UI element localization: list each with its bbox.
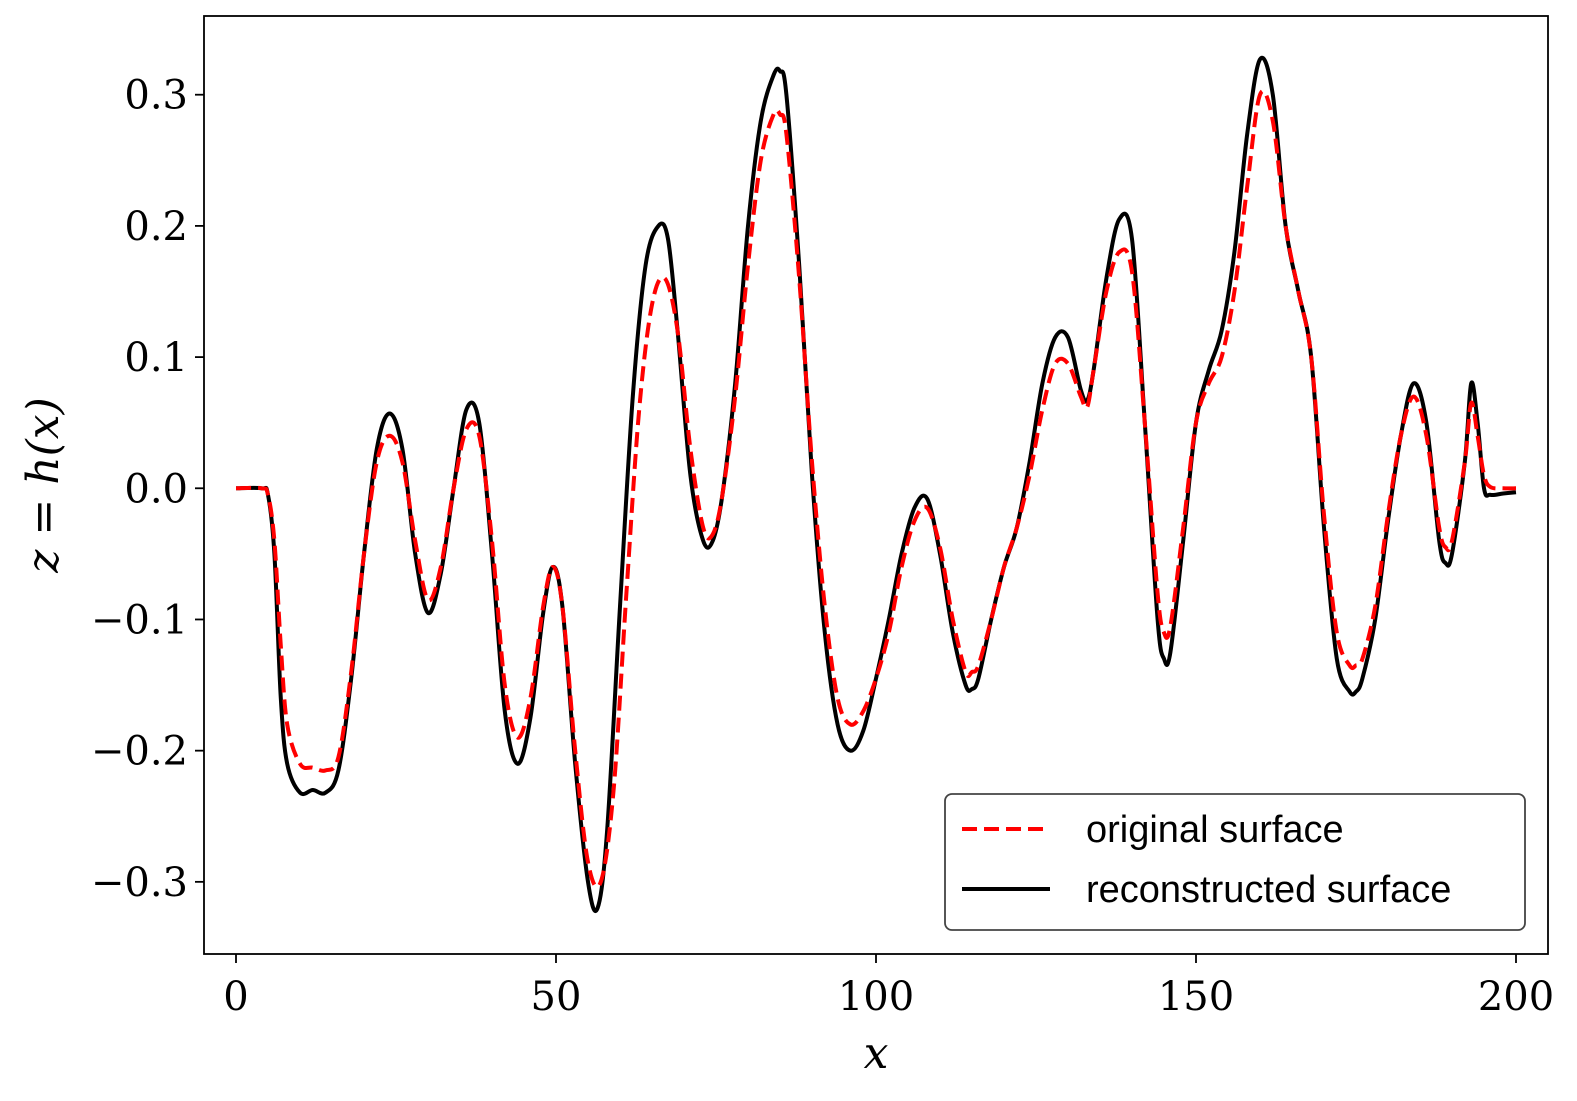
x-tick-label: 100 [838, 974, 914, 1020]
series-line-reconstructed-surface [235, 55, 1517, 914]
y-tick-label: −0.2 [91, 729, 188, 775]
x-tick-label: 150 [1158, 974, 1234, 1020]
legend-label-original: original surface [1086, 809, 1344, 851]
y-axis-label: z = h(x) [18, 397, 69, 574]
legend-label-reconstructed: reconstructed surface [1086, 869, 1451, 911]
x-tick-label: 50 [531, 974, 582, 1020]
legend-box [944, 793, 1526, 931]
y-tick-label: 0.0 [124, 466, 188, 512]
x-axis-label: x [864, 1028, 889, 1079]
y-tick-label: −0.1 [91, 597, 188, 643]
y-tick-label: −0.3 [91, 860, 188, 906]
x-axis-ticks: 0 50 100 150 200 [223, 954, 1554, 1020]
x-tick-label: 200 [1478, 974, 1554, 1020]
y-tick-label: 0.3 [124, 73, 188, 119]
legend: original surface reconstructed surface [944, 793, 1526, 931]
y-tick-label: 0.2 [124, 204, 188, 250]
series-line-original-surface [235, 89, 1517, 889]
y-axis-ticks: −0.3 −0.2 −0.1 0.0 0.1 0.2 0.3 [91, 73, 204, 906]
x-tick-label: 0 [223, 974, 248, 1020]
y-tick-label: 0.1 [124, 335, 188, 381]
series-layer [235, 55, 1517, 914]
